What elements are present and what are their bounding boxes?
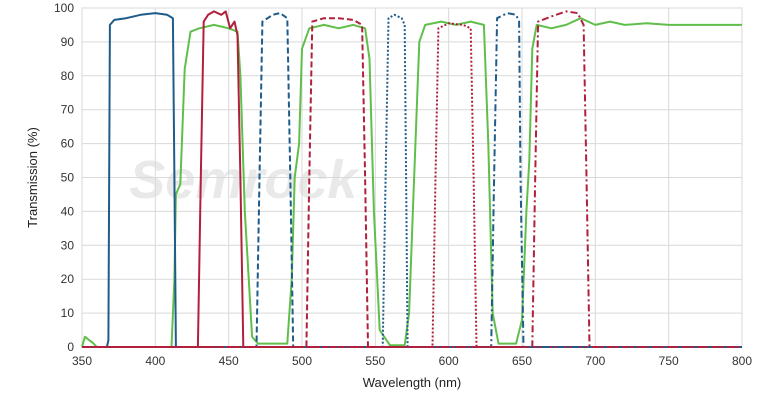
y-tick-label: 40 <box>61 204 75 218</box>
series-line-9 <box>81 17 742 348</box>
y-tick-label: 100 <box>54 1 74 15</box>
y-axis-title: Transmission (%) <box>25 127 40 228</box>
x-tick-label: 450 <box>219 354 239 368</box>
series-line-7 <box>82 12 742 348</box>
series-lines <box>81 10 742 348</box>
x-tick-label: 550 <box>365 354 385 368</box>
y-tick-label: 70 <box>61 103 75 117</box>
x-tick-label: 500 <box>292 354 312 368</box>
x-tick-label: 600 <box>439 354 459 368</box>
series-line-4 <box>82 17 742 348</box>
x-tick-label: 350 <box>72 354 92 368</box>
series-line-8 <box>82 10 742 348</box>
y-tick-label: 90 <box>61 35 75 49</box>
y-tick-label: 80 <box>61 69 75 83</box>
series-line-2 <box>82 10 742 348</box>
x-tick-label: 650 <box>512 354 532 368</box>
y-tick-label: 50 <box>61 171 75 185</box>
y-tick-label: 30 <box>61 238 75 252</box>
x-tick-label: 800 <box>732 354 752 368</box>
y-tick-label: 60 <box>61 137 75 151</box>
x-axis-title: Wavelength (nm) <box>363 375 462 390</box>
series-line-1 <box>82 12 742 348</box>
x-tick-label: 750 <box>659 354 679 368</box>
series-line-6 <box>82 22 742 348</box>
series-line-5 <box>82 13 742 348</box>
tick-labels: 350 400 450 500 550 600 650 700 750 800 0 10 20 30 40 5… <box>54 1 752 368</box>
series-line-3 <box>82 12 742 348</box>
y-tick-label: 20 <box>61 272 75 286</box>
x-tick-label: 700 <box>585 354 605 368</box>
x-tick-label: 400 <box>145 354 165 368</box>
y-tick-label: 0 <box>67 340 74 354</box>
y-tick-label: 10 <box>61 306 75 320</box>
